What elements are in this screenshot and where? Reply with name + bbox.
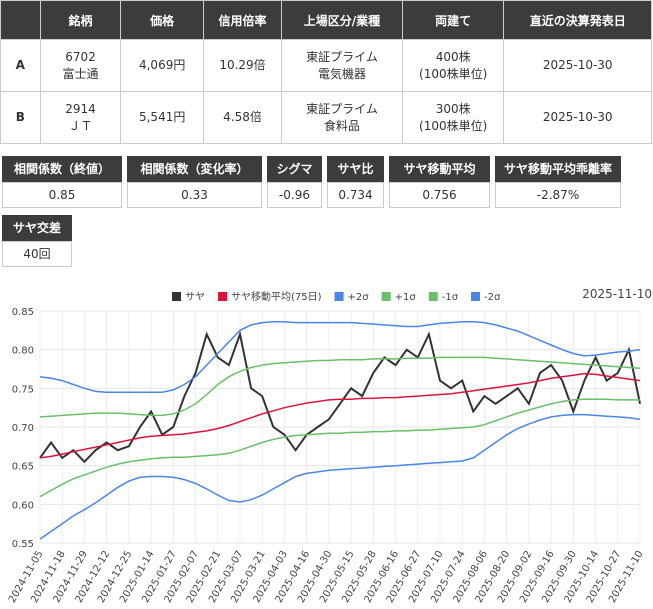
table-row: B 2914 ＪＴ 5,541円 4.58倍 東証プライム 食料品 300株 (100株単位) 2… — [0, 91, 652, 144]
series-line — [39, 398, 640, 498]
series-line — [39, 372, 641, 459]
cell: 2914 ＪＴ — [39, 91, 122, 144]
table-row: A 6702 富士通 4,069円 10.29倍 東証プライム 電気機器 400株 (100株単… — [0, 39, 652, 92]
cell: 400株 (100株単位) — [401, 39, 505, 92]
cell: 2025-10-30 — [503, 39, 652, 92]
cell: B — [0, 91, 41, 144]
legend-label: -2σ — [484, 292, 501, 303]
stat-label: 相関係数（終値） — [2, 156, 122, 182]
stat-label: サヤ比 — [327, 156, 384, 182]
stat-label: サヤ移動平均 — [389, 156, 490, 182]
y-tick-label: 0.75 — [12, 384, 34, 395]
chart: 0.550.600.650.700.750.800.852024-11-0520… — [7, 287, 652, 605]
y-tick-label: 0.55 — [12, 539, 34, 550]
cell-line: 東証プライム — [306, 101, 378, 116]
y-tick-label: 0.70 — [12, 423, 34, 434]
stat-label: サヤ交差 — [2, 215, 72, 241]
stat-box: サヤ移動平均乖離率 -2.87% — [495, 156, 621, 208]
cell-line: (100株単位) — [419, 118, 488, 133]
series-line — [39, 330, 641, 464]
cell-line: 300株 — [435, 101, 471, 116]
cell: 2025-10-30 — [503, 91, 652, 144]
legend-swatch — [381, 292, 391, 301]
y-tick-label: 0.80 — [12, 346, 34, 357]
cell-line: 電気機器 — [317, 66, 366, 81]
cell-line: 富士通 — [62, 66, 99, 81]
header-cell: 価格 — [120, 0, 205, 40]
cell: 東証プライム 電気機器 — [281, 39, 403, 92]
legend-label: サヤ移動平均(75日) — [231, 290, 322, 303]
legend-swatch — [428, 292, 438, 301]
stat-label: サヤ移動平均乖離率 — [495, 156, 621, 182]
cell-line: 2914 — [65, 101, 96, 116]
cell: 10.29倍 — [203, 39, 282, 92]
cell: 300株 (100株単位) — [401, 91, 505, 144]
cell-line: 6702 — [65, 49, 96, 64]
stat-label: 相関係数（変化率） — [127, 156, 262, 182]
stat-label: シグマ — [267, 156, 322, 182]
cell: 5,541円 — [120, 91, 205, 144]
legend-swatch — [218, 292, 227, 301]
y-tick-label: 0.65 — [12, 462, 34, 473]
cell-line: 食料品 — [323, 118, 360, 133]
legend-swatch — [471, 292, 481, 301]
series-line — [39, 413, 641, 540]
legend-swatch — [334, 292, 344, 301]
cell-line: 東証プライム — [306, 49, 378, 64]
stat-value: 40回 — [2, 241, 72, 267]
legend-label: +1σ — [395, 292, 417, 303]
cell: 東証プライム 食料品 — [281, 91, 403, 144]
stat-box: シグマ -0.96 — [267, 156, 322, 208]
stat-value: 0.756 — [389, 182, 490, 208]
legend-swatch — [172, 292, 181, 301]
annotation: 2025-11-10 — [582, 287, 652, 301]
stat-value: -2.87% — [495, 182, 621, 208]
legend-label: サヤ — [185, 291, 205, 303]
stat-box: 相関係数（終値） 0.85 — [2, 156, 122, 208]
y-tick-label: 0.60 — [12, 500, 34, 511]
stat-value: 0.85 — [2, 182, 122, 208]
legend-label: +2σ — [348, 292, 370, 303]
y-tick-label: 0.85 — [12, 307, 34, 318]
cell: A — [0, 39, 41, 92]
stock-table: 銘柄 価格 信用倍率 上場区分/業種 両建て 直近の決算発表日 A 6702 富士通 4,069円… — [0, 0, 652, 144]
cell: 4.58倍 — [203, 91, 282, 144]
header-cell — [0, 0, 41, 40]
header-cell: 直近の決算発表日 — [503, 0, 652, 40]
stat-box: サヤ比 0.734 — [327, 156, 384, 208]
stat-box: サヤ移動平均 0.756 — [389, 156, 490, 208]
cell: 6702 富士通 — [39, 39, 122, 92]
cell-line: ＪＴ — [68, 118, 93, 133]
stat-value: -0.96 — [267, 182, 322, 208]
header-cell: 信用倍率 — [203, 0, 282, 40]
cell-line: (100株単位) — [419, 66, 488, 81]
series-line — [39, 321, 641, 393]
stat-value: 0.33 — [127, 182, 262, 208]
legend-label: -1σ — [442, 292, 459, 303]
cell-line: 400株 — [435, 49, 471, 64]
header-cell: 両建て — [401, 0, 505, 40]
series-line — [39, 356, 641, 418]
header-cell: 上場区分/業種 — [281, 0, 403, 40]
header-cell: 銘柄 — [39, 0, 122, 40]
stat-box: サヤ交差 40回 — [2, 215, 72, 267]
cell: 4,069円 — [120, 39, 205, 92]
stat-box: 相関係数（変化率） 0.33 — [127, 156, 262, 208]
stat-value: 0.734 — [327, 182, 384, 208]
